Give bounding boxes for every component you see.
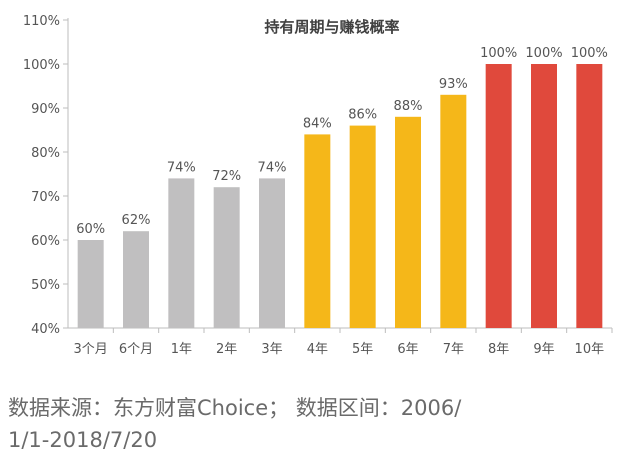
bar — [304, 134, 331, 328]
data-label: 74% — [258, 160, 287, 175]
data-label: 86% — [348, 108, 377, 123]
x-tick-label: 3年 — [261, 342, 282, 357]
x-tick-label: 2年 — [216, 342, 237, 357]
y-tick-label: 70% — [31, 190, 60, 205]
bar — [168, 178, 195, 328]
bar — [485, 64, 512, 328]
x-tick-label: 7年 — [443, 342, 464, 357]
data-label: 74% — [167, 160, 196, 175]
bars-group — [77, 64, 603, 328]
data-label: 84% — [303, 116, 332, 131]
bar — [395, 116, 421, 328]
bar — [531, 64, 557, 328]
data-label: 72% — [212, 169, 241, 184]
x-axis: 3个月 6个月 1年 2年 3年 4年 5年 6年 7年 8年 9年 10年 — [68, 327, 613, 357]
x-tick-label: 1年 — [171, 342, 192, 357]
bar — [576, 64, 603, 328]
x-tick-label: 3个月 — [74, 342, 108, 357]
y-tick-label: 50% — [31, 278, 60, 293]
bar — [77, 240, 104, 328]
data-labels-group: 60% 62% 74% 72% 74% 84% 86% 88% 93% 100% 100% 100% — [76, 46, 608, 237]
bar — [123, 231, 149, 328]
x-tick-label: 6年 — [397, 342, 418, 357]
bar — [349, 125, 376, 328]
bar — [213, 187, 240, 328]
y-tick-label: 40% — [31, 322, 60, 337]
source-note-line-1: 数据来源：东方财富Choice； 数据区间：2006/ — [8, 396, 462, 420]
data-label: 100% — [480, 46, 517, 61]
data-label: 100% — [525, 46, 562, 61]
source-note-line-2: 1/1-2018/7/20 — [8, 428, 158, 452]
y-tick-label: 90% — [31, 102, 60, 117]
x-tick-label: 9年 — [533, 342, 554, 357]
y-tick-label: 80% — [31, 146, 60, 161]
data-label: 93% — [439, 77, 468, 92]
bar — [440, 94, 467, 328]
bar-chart: 持有周期与赚钱概率 40% 50% 60% 70% 80% 90% 100% 110% 3个月… — [23, 14, 613, 357]
y-tick-label: 110% — [23, 14, 60, 29]
data-label: 62% — [122, 213, 151, 228]
x-tick-label: 4年 — [307, 342, 328, 357]
data-label: 88% — [394, 99, 423, 114]
y-tick-label: 100% — [23, 58, 60, 73]
x-tick-label: 6个月 — [119, 342, 153, 357]
y-tick-label: 60% — [31, 234, 60, 249]
y-axis: 40% 50% 60% 70% 80% 90% 100% 110% — [23, 14, 69, 337]
x-tick-label: 8年 — [488, 342, 509, 357]
x-tick-label: 5年 — [352, 342, 373, 357]
x-tick-label: 10年 — [575, 342, 605, 357]
bar — [259, 178, 285, 328]
data-label: 60% — [76, 222, 105, 237]
data-label: 100% — [571, 46, 608, 61]
chart-title: 持有周期与赚钱概率 — [264, 18, 399, 36]
